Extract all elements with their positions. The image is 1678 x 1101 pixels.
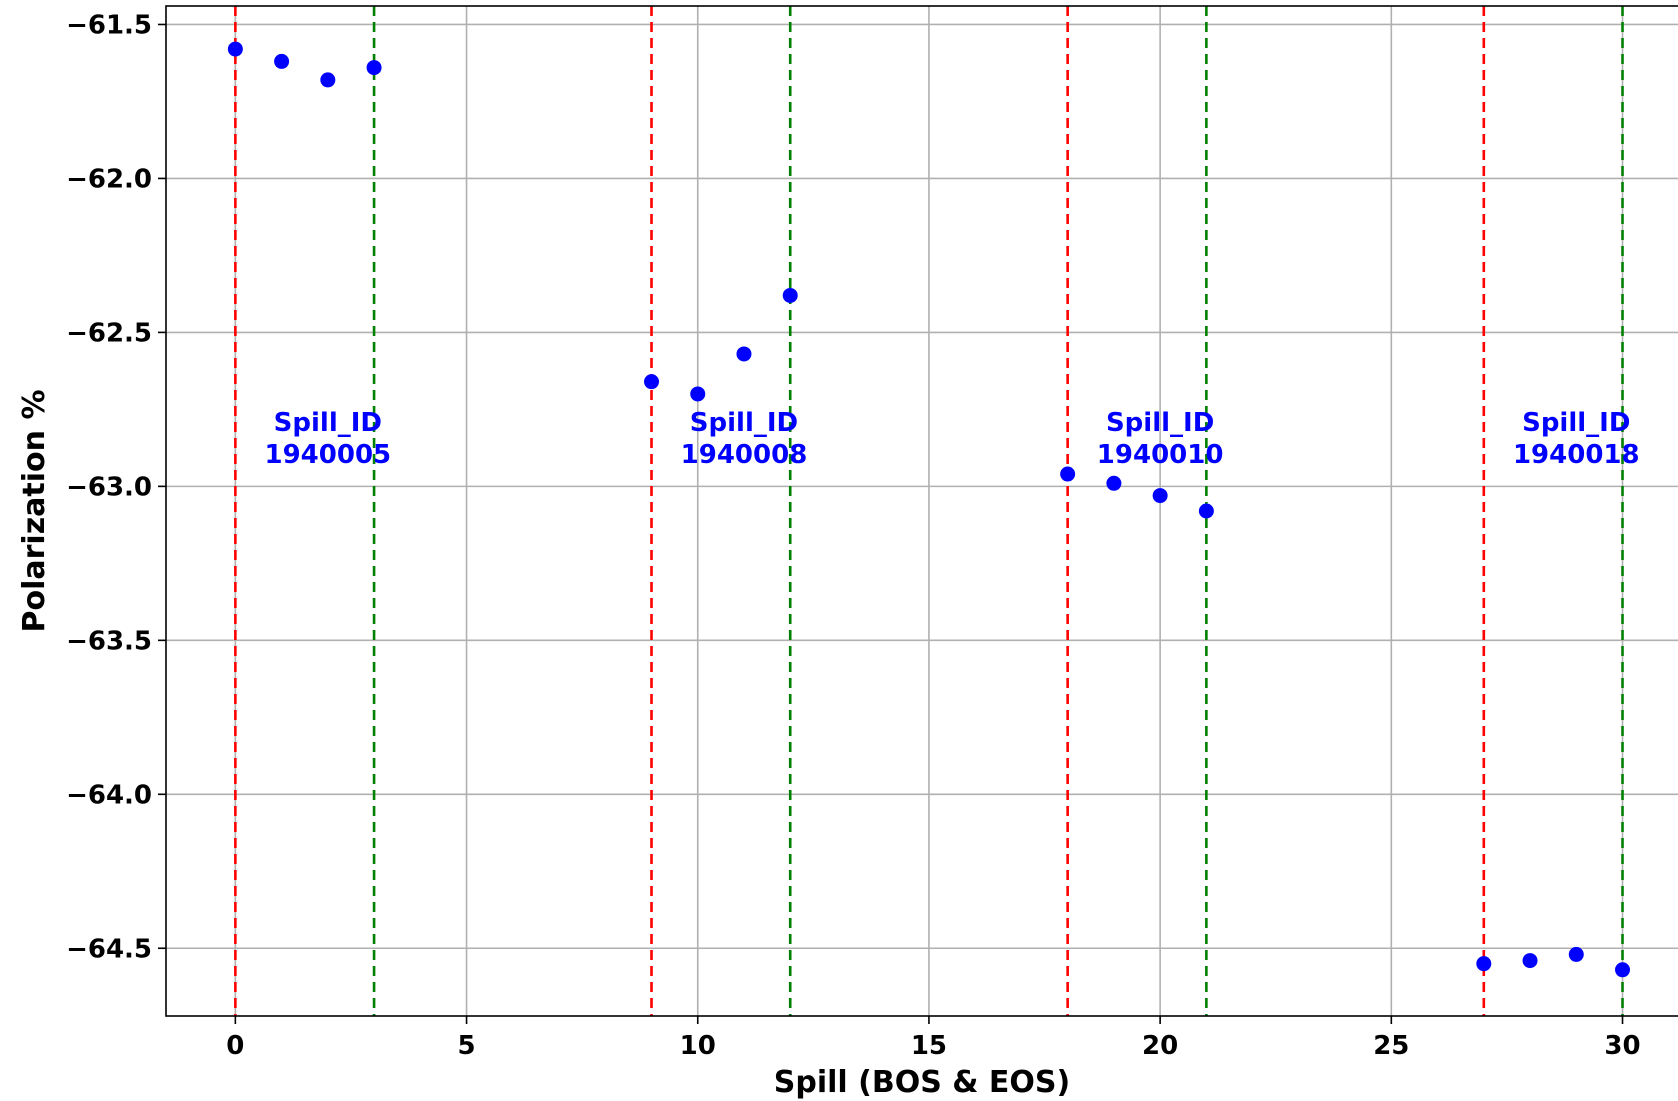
spill-id-annotation: Spill_ID 1940018 (1513, 408, 1640, 470)
data-point (1476, 956, 1492, 972)
y-tick-label: −64.0 (66, 780, 152, 810)
event-lines (234, 6, 1624, 1016)
x-axis-label: Spill (BOS & EOS) (774, 1065, 1070, 1100)
plot-frame (165, 5, 1678, 1017)
x-tick-label: 25 (1373, 1031, 1409, 1061)
data-point (1106, 475, 1122, 491)
grid (166, 6, 1678, 1016)
x-tick-label: 5 (458, 1031, 476, 1061)
data-point (1060, 466, 1076, 482)
data-point (1568, 946, 1584, 962)
data-point (736, 346, 752, 362)
x-tick-label: 10 (680, 1031, 716, 1061)
data-point (1198, 503, 1214, 519)
annotations: Spill_ID 1940005 Spill_ID 1940008 Spill_ID 19… (265, 408, 1640, 470)
y-tick-label: −62.5 (66, 318, 152, 348)
y-tick-label: −63.5 (66, 626, 152, 656)
data-points (227, 41, 1631, 978)
data-point (227, 41, 243, 57)
y-tick-label: −63.0 (66, 472, 152, 502)
data-point (1152, 488, 1168, 504)
data-point (366, 60, 382, 76)
data-point (690, 386, 706, 402)
spill-id-annotation: Spill_ID 1940010 (1097, 408, 1224, 470)
x-tick-label: 20 (1142, 1031, 1178, 1061)
data-point (644, 374, 660, 390)
data-point (274, 53, 290, 69)
data-point (1522, 953, 1538, 969)
y-axis-label: Polarization % (17, 389, 52, 632)
spill-id-annotation: Spill_ID 1940005 (265, 408, 392, 470)
data-point (320, 72, 336, 88)
y-axis-ticks: −61.5 −62.0 −62.5 −63.0 −63.5 −64.0 −64.5 (66, 10, 166, 964)
y-tick-label: −61.5 (66, 10, 152, 40)
x-axis-ticks: 0 5 10 15 20 25 30 (226, 1016, 1641, 1061)
y-tick-label: −62.0 (66, 164, 152, 194)
x-tick-label: 30 (1604, 1031, 1640, 1061)
data-point (782, 287, 798, 303)
x-tick-label: 0 (226, 1031, 244, 1061)
data-point (1615, 962, 1631, 978)
spill-id-annotation: Spill_ID 1940008 (681, 408, 808, 470)
x-tick-label: 15 (911, 1031, 947, 1061)
y-tick-label: −64.5 (66, 934, 152, 964)
